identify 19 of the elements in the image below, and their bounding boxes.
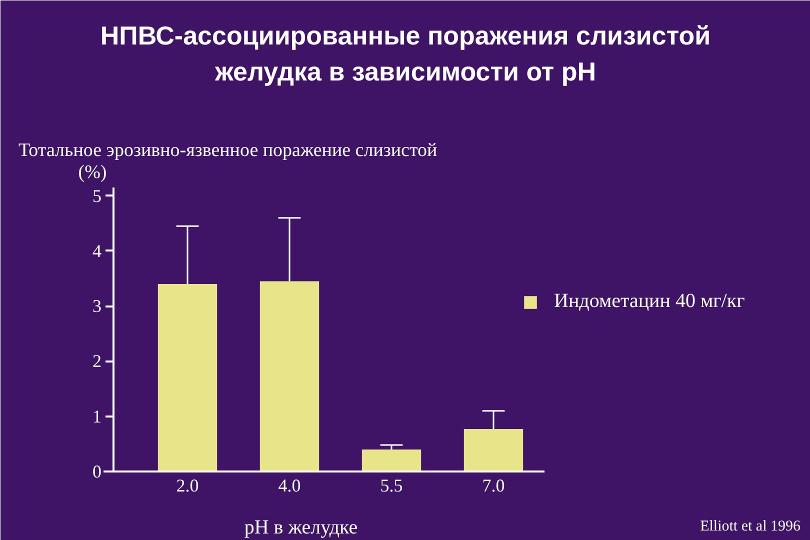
- x-tick-label: 4.0: [278, 476, 301, 496]
- y-tick-label: 4: [92, 240, 102, 261]
- y-tick-label: 2: [92, 351, 102, 372]
- y-axis-title: Тотальное эрозивно-язвенное поражение слизистой (%): [18, 140, 438, 183]
- y-tick-label: 0: [92, 462, 102, 482]
- x-tick-label: 2.0: [176, 476, 199, 496]
- legend-label: Индометацин 40 мг/кг: [554, 290, 745, 313]
- x-tick-label: 7.0: [482, 476, 505, 496]
- y-tick-label: 5: [92, 186, 102, 206]
- y-tick-label: 3: [92, 296, 102, 316]
- bar: [464, 429, 524, 472]
- y-tick-label: 1: [92, 406, 102, 426]
- bar: [362, 449, 422, 472]
- bar: [260, 281, 320, 472]
- bar: [158, 284, 218, 472]
- x-tick-label: 5.5: [380, 476, 403, 496]
- chart-title: НПВС-ассоциированные поражения слизистой желудка в зависимости от pH: [100, 20, 711, 86]
- x-axis-title: pH в желудке: [244, 516, 358, 538]
- text: Elliott et al 1996: [700, 518, 801, 534]
